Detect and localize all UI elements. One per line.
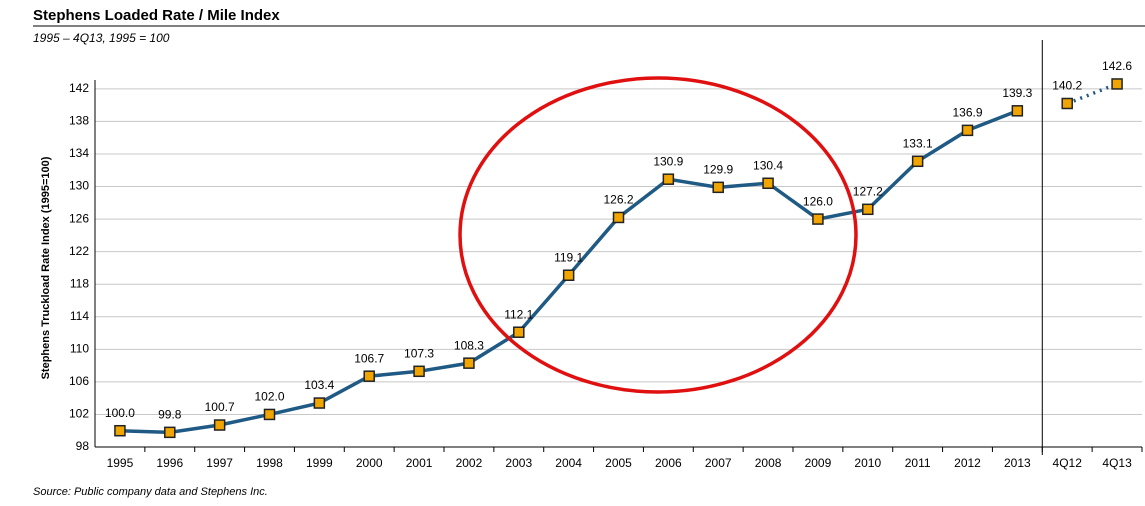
data-label: 103.4 — [304, 378, 334, 392]
x-tick-label: 2006 — [655, 456, 682, 470]
y-tick-label: 138 — [69, 114, 89, 128]
data-label: 130.4 — [753, 158, 783, 172]
y-tick-label: 106 — [69, 374, 89, 388]
x-tick-label: 2004 — [555, 456, 582, 470]
data-label: 142.6 — [1102, 59, 1132, 73]
point-marker — [413, 365, 425, 378]
point-marker — [862, 203, 874, 216]
y-tick-label: 130 — [69, 179, 89, 193]
y-tick-label: 134 — [69, 146, 89, 160]
y-tick-label: 114 — [70, 309, 89, 323]
x-tick-label: 2003 — [505, 456, 532, 470]
x-tick-label: 2001 — [406, 456, 433, 470]
x-tick-label: 2008 — [755, 456, 782, 470]
data-label: 107.3 — [404, 346, 434, 360]
y-tick-label: 122 — [69, 244, 89, 258]
point-marker — [513, 326, 525, 338]
x-tick-label: 1997 — [206, 456, 233, 470]
data-label: 129.9 — [703, 163, 733, 177]
y-tick-label: 98 — [76, 439, 90, 453]
data-label: 136.9 — [952, 106, 982, 120]
series-line — [1066, 82, 1118, 106]
x-tick-label: 2005 — [605, 456, 632, 470]
x-tick-label: 4Q12 — [1053, 456, 1083, 470]
x-tick-label: 4Q13 — [1102, 456, 1132, 470]
data-label: 130.9 — [653, 154, 683, 168]
point-marker — [213, 419, 226, 431]
point-marker — [1011, 105, 1024, 117]
y-tick-label: 142 — [69, 81, 89, 95]
x-tick-label: 2007 — [705, 456, 732, 470]
data-label: 126.2 — [603, 193, 633, 207]
y-axis-label: Stephens Truckload Rate Index (1995=100) — [40, 156, 52, 379]
x-tick-label: 2000 — [356, 456, 383, 470]
highlight-ellipse — [458, 76, 858, 394]
point-marker — [612, 211, 625, 224]
x-tick-label: 2002 — [456, 456, 483, 470]
x-tick-label: 1999 — [306, 456, 333, 470]
data-label: 119.1 — [554, 250, 583, 264]
x-tick-label: 2012 — [954, 456, 981, 470]
x-tick-label: 1998 — [256, 456, 283, 470]
y-tick-label: 118 — [70, 276, 89, 290]
x-tick-label: 2010 — [854, 456, 881, 470]
x-tick-label: 1995 — [107, 456, 134, 470]
point-marker — [961, 124, 974, 137]
point-marker — [313, 397, 326, 409]
x-tick-label: 2009 — [805, 456, 832, 470]
point-marker — [1061, 97, 1073, 110]
data-label: 127.2 — [853, 184, 883, 198]
point-marker — [712, 181, 724, 194]
point-marker — [363, 370, 375, 382]
point-marker — [164, 426, 176, 439]
point-marker — [1111, 78, 1123, 90]
data-label: 112.1 — [504, 307, 533, 321]
y-tick-label: 110 — [70, 341, 89, 355]
x-tick-label: 2011 — [905, 456, 931, 470]
chart-title: Stephens Loaded Rate / Mile Index — [33, 7, 280, 24]
point-marker — [911, 155, 924, 168]
y-tick-label: 126 — [69, 211, 89, 225]
data-label: 100.0 — [105, 406, 135, 420]
x-tick-label: 1996 — [156, 456, 183, 470]
data-label: 100.7 — [205, 400, 235, 414]
point-marker — [662, 173, 675, 185]
data-label: 126.0 — [803, 194, 833, 208]
data-label: 139.3 — [1002, 86, 1032, 100]
data-label: 106.7 — [354, 351, 384, 365]
data-label: 140.2 — [1052, 79, 1082, 93]
data-label: 99.8 — [158, 408, 182, 422]
data-label: 108.3 — [454, 338, 484, 352]
data-label: 133.1 — [903, 136, 933, 150]
point-marker — [762, 177, 774, 190]
point-marker — [114, 424, 126, 437]
chart-subtitle: 1995 – 4Q13, 1995 = 100 — [33, 31, 170, 45]
data-label: 102.0 — [254, 390, 284, 404]
y-tick-label: 102 — [69, 407, 89, 421]
source-note: Source: Public company data and Stephens… — [33, 486, 268, 498]
point-marker — [463, 357, 475, 369]
point-marker — [263, 408, 276, 421]
point-marker — [812, 213, 824, 225]
x-tick-label: 2013 — [1004, 456, 1031, 470]
point-marker — [562, 269, 575, 281]
